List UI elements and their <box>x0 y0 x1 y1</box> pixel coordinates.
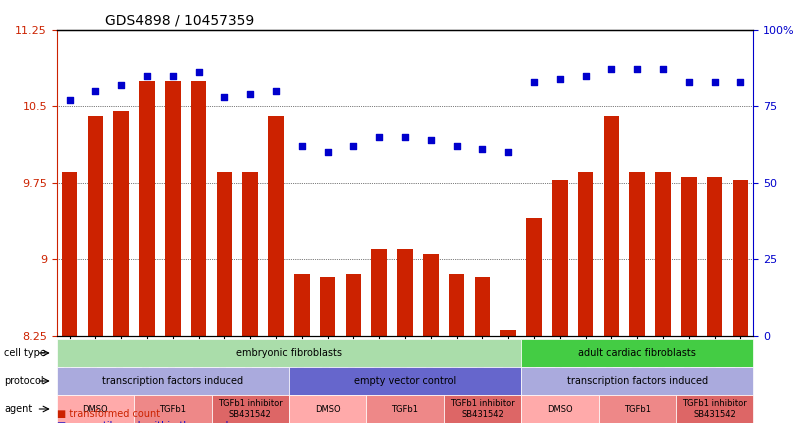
Point <box>63 96 76 103</box>
Text: cell type: cell type <box>4 348 46 358</box>
Bar <box>372 249 387 335</box>
Bar <box>242 173 258 335</box>
Bar <box>165 81 181 335</box>
Point <box>553 75 566 82</box>
Bar <box>578 173 594 335</box>
Point <box>605 66 618 73</box>
Bar <box>552 179 568 335</box>
Point <box>373 133 386 140</box>
Point <box>682 78 695 85</box>
Bar <box>501 330 516 335</box>
Bar <box>603 116 619 335</box>
Text: GDS4898 / 10457359: GDS4898 / 10457359 <box>105 13 254 27</box>
Text: protocol: protocol <box>4 376 44 386</box>
Text: transcription factors induced: transcription factors induced <box>567 376 708 386</box>
Point <box>476 146 489 152</box>
Bar <box>87 116 103 335</box>
Point <box>218 93 231 100</box>
Point <box>631 66 644 73</box>
Bar <box>397 249 413 335</box>
Point <box>296 143 309 149</box>
Bar <box>423 254 438 335</box>
Point <box>450 143 463 149</box>
Point <box>140 72 153 79</box>
Text: TGFb1 inhibitor
SB431542: TGFb1 inhibitor SB431542 <box>218 399 283 419</box>
Text: DMSO: DMSO <box>547 404 573 414</box>
Point <box>708 78 721 85</box>
Point <box>527 78 540 85</box>
Bar <box>191 81 207 335</box>
Point <box>166 72 179 79</box>
Bar <box>294 275 309 335</box>
Point <box>115 81 128 88</box>
Text: empty vector control: empty vector control <box>354 376 456 386</box>
Text: ■ percentile rank within the sample: ■ percentile rank within the sample <box>57 421 234 423</box>
Point <box>501 148 514 155</box>
Bar <box>113 111 129 335</box>
Bar <box>268 116 284 335</box>
Bar <box>320 277 335 335</box>
Text: TGFb1: TGFb1 <box>624 404 650 414</box>
Bar <box>655 173 671 335</box>
Text: DMSO: DMSO <box>83 404 109 414</box>
Bar <box>629 173 645 335</box>
Bar <box>139 81 155 335</box>
Bar <box>681 178 697 335</box>
Text: TGFb1 inhibitor
SB431542: TGFb1 inhibitor SB431542 <box>450 399 515 419</box>
Text: adult cardiac fibroblasts: adult cardiac fibroblasts <box>578 348 696 358</box>
Point <box>89 88 102 94</box>
Bar <box>346 275 361 335</box>
Point <box>579 72 592 79</box>
Point <box>244 91 257 97</box>
Text: agent: agent <box>4 404 32 414</box>
Point <box>347 143 360 149</box>
Bar <box>216 173 232 335</box>
Point <box>734 78 747 85</box>
Point <box>399 133 411 140</box>
Bar <box>62 173 77 335</box>
Bar <box>733 179 748 335</box>
Bar <box>707 178 723 335</box>
Text: TGFb1 inhibitor
SB431542: TGFb1 inhibitor SB431542 <box>682 399 747 419</box>
Bar <box>449 275 464 335</box>
Text: embryonic fibroblasts: embryonic fibroblasts <box>236 348 342 358</box>
Point <box>657 66 670 73</box>
Point <box>424 136 437 143</box>
Text: DMSO: DMSO <box>315 404 340 414</box>
Bar <box>475 277 490 335</box>
Text: ■ transformed count: ■ transformed count <box>57 409 160 419</box>
Point <box>321 148 334 155</box>
Point <box>270 88 283 94</box>
Text: transcription factors induced: transcription factors induced <box>102 376 243 386</box>
Point <box>192 69 205 76</box>
Bar <box>526 218 542 335</box>
Text: TGFb1: TGFb1 <box>391 404 419 414</box>
Text: TGFb1: TGFb1 <box>160 404 186 414</box>
